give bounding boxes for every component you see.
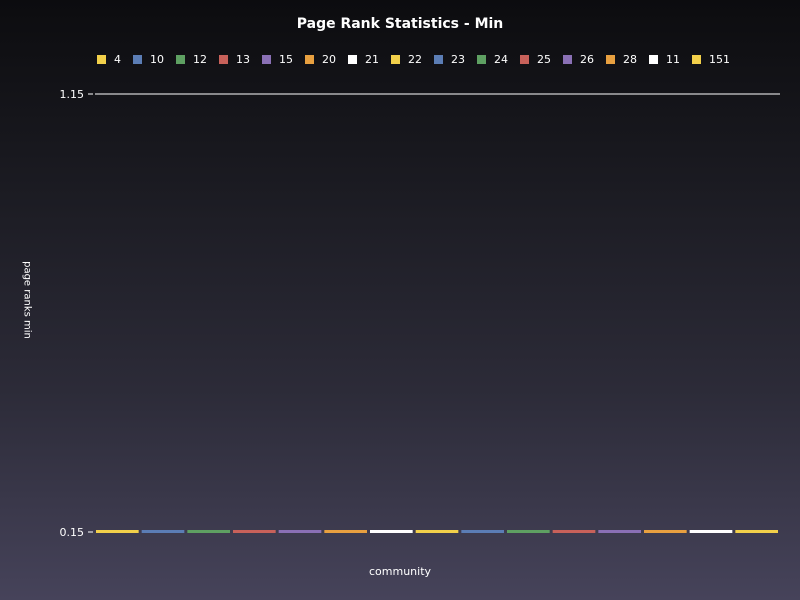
- bar-151: [735, 530, 778, 533]
- legend-item-28: 28: [606, 53, 637, 66]
- legend-item-4: 4: [97, 53, 121, 66]
- legend-label: 25: [537, 52, 551, 66]
- legend-item-10: 10: [133, 53, 164, 66]
- legend-label: 15: [279, 52, 293, 66]
- legend-label: 28: [623, 52, 637, 66]
- legend-label: 24: [494, 52, 508, 66]
- bar-4: [96, 530, 139, 533]
- legend-swatch: [649, 54, 658, 64]
- legend-swatch: [176, 54, 185, 64]
- legend-swatch: [305, 54, 314, 64]
- legend-swatch: [520, 54, 529, 64]
- legend-label: 13: [236, 52, 250, 66]
- legend-item-15: 15: [262, 53, 293, 66]
- legend: 4 10 12 13 15 20 21 22 23 24 25 26 28 11 151: [97, 52, 742, 66]
- legend-swatch: [133, 54, 142, 64]
- chart-title: Page Rank Statistics - Min: [296, 16, 504, 32]
- bar-22: [415, 530, 459, 533]
- legend-item-26: 26: [563, 53, 594, 66]
- legend-swatch: [219, 54, 228, 64]
- legend-label: 4: [114, 52, 121, 66]
- legend-label: 22: [408, 52, 422, 66]
- legend-swatch: [477, 54, 486, 64]
- legend-label: 10: [150, 52, 164, 66]
- bar-26: [598, 530, 641, 533]
- bar-28: [644, 530, 687, 533]
- legend-swatch: [606, 54, 615, 64]
- legend-label: 151: [709, 52, 730, 66]
- bar-24: [507, 530, 550, 533]
- bar-10: [141, 530, 185, 533]
- legend-label: 26: [580, 52, 594, 66]
- legend-item-24: 24: [477, 53, 508, 66]
- legend-swatch: [563, 54, 572, 64]
- bar-21: [370, 530, 413, 533]
- bar-15: [278, 530, 322, 533]
- legend-swatch: [262, 54, 271, 64]
- y-tick-label: 0.15: [60, 526, 85, 539]
- legend-label: 12: [193, 52, 207, 66]
- bar-25: [552, 530, 596, 533]
- legend-label: 11: [666, 52, 680, 66]
- bar-23: [461, 530, 504, 533]
- legend-swatch: [692, 54, 701, 64]
- bar-11: [689, 530, 733, 533]
- legend-swatch: [348, 54, 357, 64]
- legend-item-25: 25: [520, 53, 551, 66]
- legend-swatch: [391, 54, 400, 64]
- y-tick-label: 1.15: [60, 88, 85, 101]
- legend-item-151: 151: [692, 53, 730, 66]
- legend-item-22: 22: [391, 53, 422, 66]
- legend-item-21: 21: [348, 53, 379, 66]
- bar-20: [324, 530, 367, 533]
- legend-item-13: 13: [219, 53, 250, 66]
- legend-item-11: 11: [649, 53, 680, 66]
- bar-12: [187, 530, 230, 533]
- legend-item-23: 23: [434, 53, 465, 66]
- legend-swatch: [97, 54, 106, 64]
- legend-label: 23: [451, 52, 465, 66]
- legend-label: 21: [365, 52, 379, 66]
- legend-swatch: [434, 54, 443, 64]
- x-axis-label: community: [368, 565, 432, 578]
- legend-item-20: 20: [305, 53, 336, 66]
- legend-item-12: 12: [176, 53, 207, 66]
- bar-13: [233, 530, 276, 533]
- legend-label: 20: [322, 52, 336, 66]
